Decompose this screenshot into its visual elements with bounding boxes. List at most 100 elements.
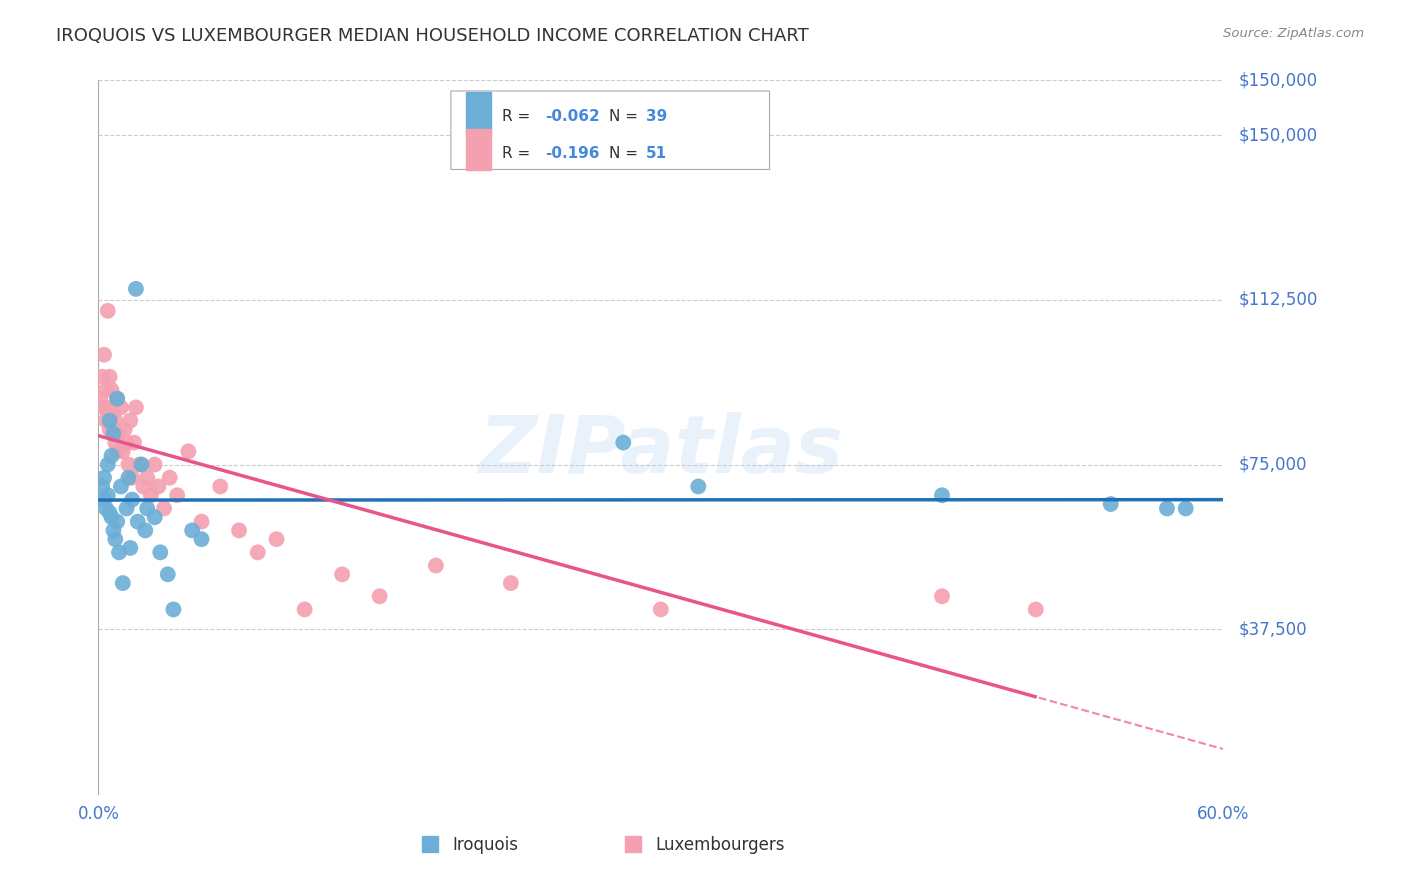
Point <box>121 471 143 485</box>
Point <box>1025 602 1047 616</box>
Point <box>93 492 115 507</box>
Point <box>125 282 148 296</box>
Point <box>93 401 115 415</box>
Text: Iroquois: Iroquois <box>453 837 519 855</box>
Point <box>111 576 134 591</box>
Point <box>190 532 212 546</box>
Text: $150,000: $150,000 <box>1239 126 1317 145</box>
FancyBboxPatch shape <box>451 91 769 169</box>
Bar <box>467 129 491 170</box>
Point <box>103 405 125 419</box>
Text: 39: 39 <box>647 110 668 124</box>
Point <box>114 422 136 436</box>
Point <box>115 435 138 450</box>
Point <box>97 488 120 502</box>
Text: N =: N = <box>609 146 643 161</box>
Point <box>143 458 166 472</box>
Point <box>104 414 127 428</box>
Point <box>91 479 114 493</box>
Point <box>139 488 162 502</box>
Point <box>93 471 115 485</box>
Point <box>100 401 122 415</box>
Point <box>104 532 127 546</box>
Point <box>688 479 710 493</box>
Text: Source: ZipAtlas.com: Source: ZipAtlas.com <box>1223 27 1364 40</box>
Point <box>931 589 953 603</box>
Point <box>97 458 120 472</box>
Point <box>136 471 159 485</box>
Point <box>93 348 115 362</box>
Point <box>1156 501 1178 516</box>
Point <box>650 602 672 616</box>
Text: Luxembourgers: Luxembourgers <box>655 837 785 855</box>
Point <box>103 524 125 538</box>
Point <box>103 426 125 441</box>
Point <box>105 392 128 406</box>
Point <box>368 589 391 603</box>
Point <box>294 602 316 616</box>
Point <box>181 524 204 538</box>
Point <box>115 501 138 516</box>
Point <box>89 392 111 406</box>
Point <box>111 444 134 458</box>
Point <box>105 444 128 458</box>
Point <box>117 471 139 485</box>
Text: R =: R = <box>502 146 536 161</box>
Text: $37,500: $37,500 <box>1239 620 1306 638</box>
Text: IROQUOIS VS LUXEMBOURGER MEDIAN HOUSEHOLD INCOME CORRELATION CHART: IROQUOIS VS LUXEMBOURGER MEDIAN HOUSEHOL… <box>56 27 808 45</box>
Point <box>120 541 142 555</box>
Point <box>127 515 149 529</box>
Point <box>209 479 232 493</box>
Point <box>105 392 128 406</box>
Text: $112,500: $112,500 <box>1239 291 1317 309</box>
Point <box>100 510 122 524</box>
Point <box>266 532 288 546</box>
Point <box>100 383 122 397</box>
Point <box>91 369 114 384</box>
Point <box>131 458 153 472</box>
Text: 51: 51 <box>647 146 668 161</box>
Point <box>122 435 145 450</box>
Point <box>1099 497 1122 511</box>
Point <box>134 524 156 538</box>
Point <box>162 602 184 616</box>
Point <box>103 422 125 436</box>
Point <box>931 488 953 502</box>
Point <box>228 524 250 538</box>
Point <box>121 492 143 507</box>
Point <box>612 435 634 450</box>
Point <box>104 435 127 450</box>
Text: R =: R = <box>502 110 536 124</box>
Point <box>148 479 170 493</box>
Point <box>97 405 120 419</box>
Text: -0.062: -0.062 <box>546 110 600 124</box>
Text: N =: N = <box>609 110 643 124</box>
Point <box>125 401 148 415</box>
Point <box>98 506 121 520</box>
Point <box>94 501 117 516</box>
Point <box>153 501 176 516</box>
Text: -0.196: -0.196 <box>546 146 599 161</box>
Point <box>97 303 120 318</box>
Point <box>105 515 128 529</box>
Point <box>98 369 121 384</box>
Point <box>94 383 117 397</box>
Point <box>190 515 212 529</box>
Point <box>246 545 269 559</box>
Point <box>100 449 122 463</box>
Point <box>110 479 132 493</box>
Point <box>108 426 131 441</box>
Point <box>110 401 132 415</box>
Point <box>499 576 522 591</box>
Point <box>425 558 447 573</box>
Point <box>166 488 188 502</box>
Point <box>177 444 200 458</box>
Point <box>136 501 159 516</box>
Point <box>143 510 166 524</box>
Point <box>159 471 181 485</box>
Text: $150,000: $150,000 <box>1239 71 1317 89</box>
Point <box>98 422 121 436</box>
Point <box>94 414 117 428</box>
Bar <box>467 92 491 134</box>
Point <box>98 414 121 428</box>
